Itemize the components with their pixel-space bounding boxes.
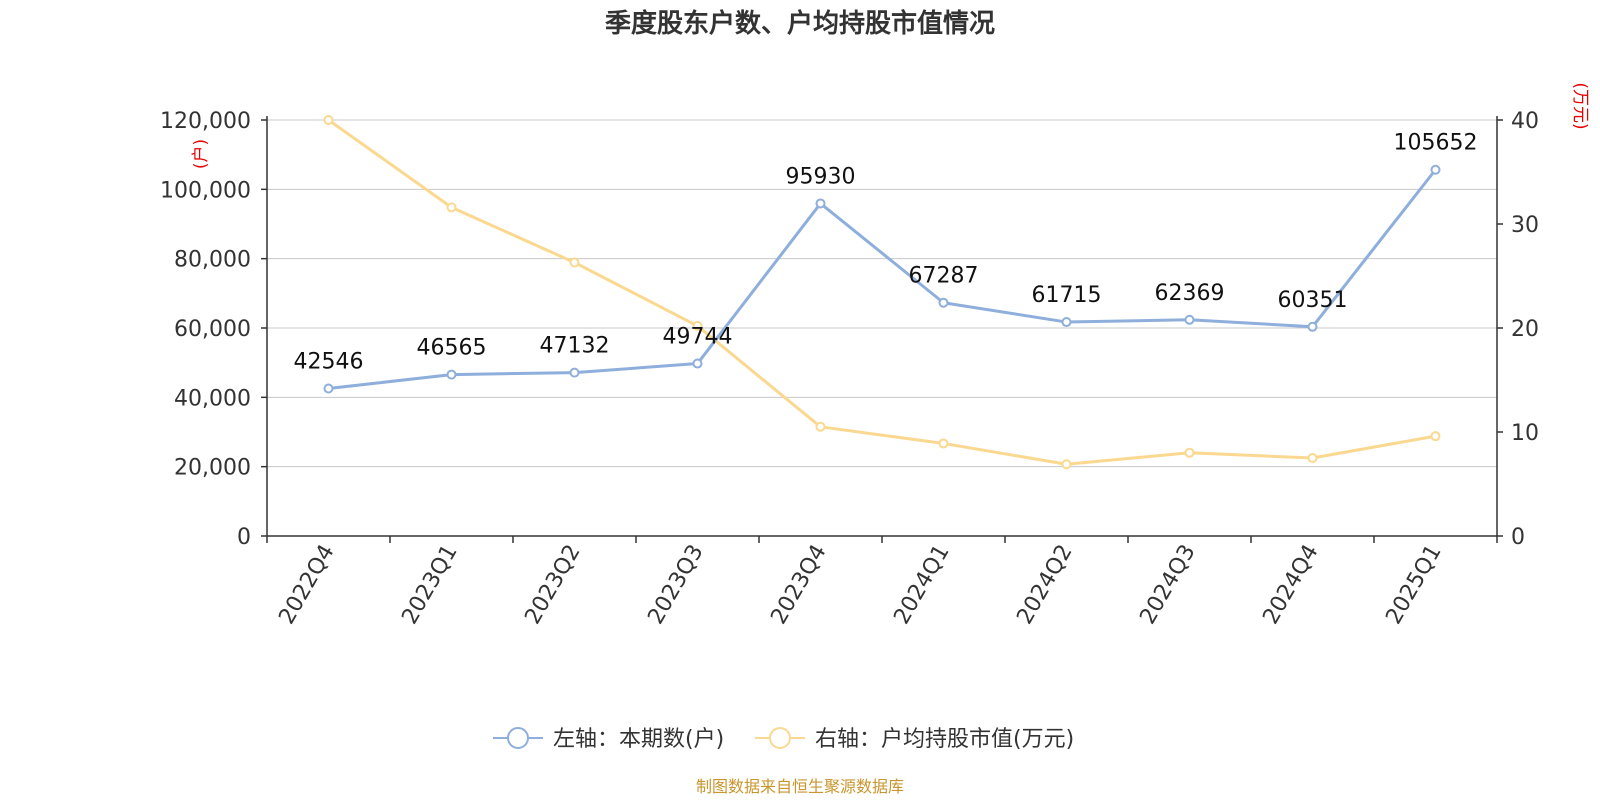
data-label: 62369	[1155, 281, 1225, 306]
right-series-point	[692, 320, 703, 331]
left-axis-tick-label: 100,000	[160, 178, 251, 203]
left-axis-unit: (户)	[191, 139, 211, 169]
data-label: 61715	[1032, 283, 1102, 308]
x-axis-tick-label: 2025Q1	[1381, 541, 1446, 629]
left-series-point	[1430, 164, 1441, 175]
left-series-line	[328, 168, 1437, 390]
right-axis-tick-label: 30	[1511, 213, 1539, 238]
data-label: 46565	[417, 336, 487, 361]
chart-title: 季度股东户数、户均持股市值情况	[605, 8, 995, 39]
left-axis-tick-label: 40,000	[174, 386, 251, 411]
x-axis-tick-label: 2022Q4	[274, 541, 339, 629]
x-axis-tick-label: 2023Q1	[397, 541, 462, 629]
left-series-point	[815, 198, 826, 209]
x-axis-tick-label: 2024Q2	[1012, 541, 1077, 629]
left-series-point	[1184, 314, 1195, 325]
legend: 左轴：本期数(户) 右轴：户均持股市值(万元)	[493, 727, 1074, 752]
x-axis-tick-label: 2024Q3	[1135, 541, 1200, 629]
data-label: 105652	[1394, 131, 1478, 156]
right-axis-unit: (万元)	[1570, 82, 1590, 129]
x-axis-tick-label: 2024Q1	[889, 541, 954, 629]
right-series-point	[1430, 431, 1441, 442]
legend-left-circle-icon	[507, 727, 529, 749]
left-series-point	[1307, 321, 1318, 332]
grid-layer	[267, 119, 1497, 468]
data-label: 67287	[909, 264, 979, 289]
data-label: 47132	[540, 334, 610, 359]
x-axis-tick-label: 2023Q2	[520, 541, 585, 629]
left-series-point	[323, 383, 334, 394]
right-series-point	[446, 202, 457, 213]
right-series-point	[1184, 447, 1195, 458]
x-axis-tick-label: 2023Q3	[643, 541, 708, 629]
data-label: 60351	[1278, 288, 1348, 313]
left-series-point	[446, 369, 457, 380]
right-series-point	[1307, 453, 1318, 463]
right-series-point	[815, 421, 826, 432]
right-axis-tick-label: 0	[1511, 525, 1525, 550]
right-series-point	[1061, 459, 1072, 470]
legend-right-label: 右轴：户均持股市值(万元)	[815, 727, 1074, 752]
right-series-point	[938, 438, 949, 449]
right-series-point	[323, 115, 334, 125]
legend-right-circle-icon	[769, 727, 791, 749]
legend-item-right[interactable]: 右轴：户均持股市值(万元)	[755, 727, 1074, 752]
left-series-point	[692, 358, 703, 369]
left-axis-tick-label: 20,000	[174, 456, 251, 481]
data-label-layer: 42546 46565 47132 49744 95930 67287 61715 62369…	[294, 131, 1478, 375]
left-axis-tick-label: 120,000	[160, 109, 251, 134]
right-axis-tick-label: 40	[1511, 109, 1539, 134]
right-series-line	[327, 118, 1436, 466]
legend-item-left[interactable]: 左轴：本期数(户)	[493, 727, 724, 752]
left-series-point	[569, 367, 580, 378]
left-series-point	[1061, 317, 1072, 328]
data-label: 49744	[663, 325, 733, 350]
left-axis-tick-label: 0	[237, 525, 251, 550]
x-axis-tick-label: 2023Q4	[766, 541, 831, 629]
left-axis-tick-label: 80,000	[174, 248, 251, 273]
right-series-point	[569, 257, 580, 268]
data-label: 95930	[786, 164, 856, 189]
left-axis-tick-label: 60,000	[174, 317, 251, 342]
right-axis-tick-label: 10	[1511, 421, 1539, 446]
x-axis-tick-label: 2024Q4	[1258, 541, 1323, 629]
series-layer	[323, 115, 1441, 470]
source-note: 制图数据来自恒生聚源数据库	[696, 777, 904, 796]
left-series-point	[938, 297, 949, 308]
data-label: 42546	[294, 350, 364, 375]
legend-left-label: 左轴：本期数(户)	[553, 727, 724, 752]
right-axis-tick-label: 20	[1511, 317, 1539, 342]
